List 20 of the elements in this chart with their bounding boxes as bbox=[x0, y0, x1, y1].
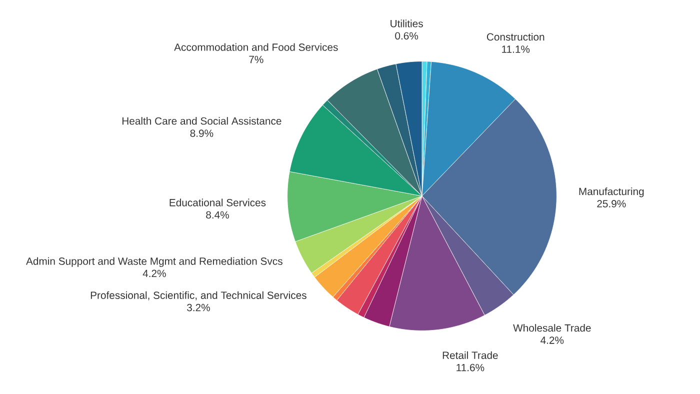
data-label: 0.6% bbox=[395, 32, 418, 40]
slice-label: Educational Services bbox=[170, 198, 266, 206]
slice-label: Admin Support and Waste Mgmt and Remediation Svcs bbox=[26, 257, 282, 267]
data-label: 4.2% bbox=[142, 270, 166, 278]
slice-label: Wholesale Trade bbox=[513, 324, 591, 332]
data-label: 11.1% bbox=[502, 46, 530, 53]
data-label: 4.2% bbox=[540, 336, 564, 344]
slice-label: Manufacturing bbox=[579, 188, 644, 198]
slice-label: Utilities bbox=[390, 20, 423, 28]
data-label: 8.9% bbox=[190, 130, 214, 137]
data-label: 11.6% bbox=[456, 364, 484, 372]
data-label: 3.2% bbox=[187, 304, 210, 312]
slice-label: Construction bbox=[486, 32, 544, 41]
slice-label: Retail Trade bbox=[442, 351, 498, 359]
data-label: 7% bbox=[249, 56, 264, 64]
slice-label: Accommodation and Food Services bbox=[174, 43, 338, 51]
data-label: 25.9% bbox=[597, 200, 626, 208]
slice-label: Health Care and Social Assistance bbox=[122, 117, 282, 125]
data-label: 8.4% bbox=[206, 211, 229, 219]
slice-label: Professional, Scientific, and Technical Services bbox=[90, 291, 306, 300]
